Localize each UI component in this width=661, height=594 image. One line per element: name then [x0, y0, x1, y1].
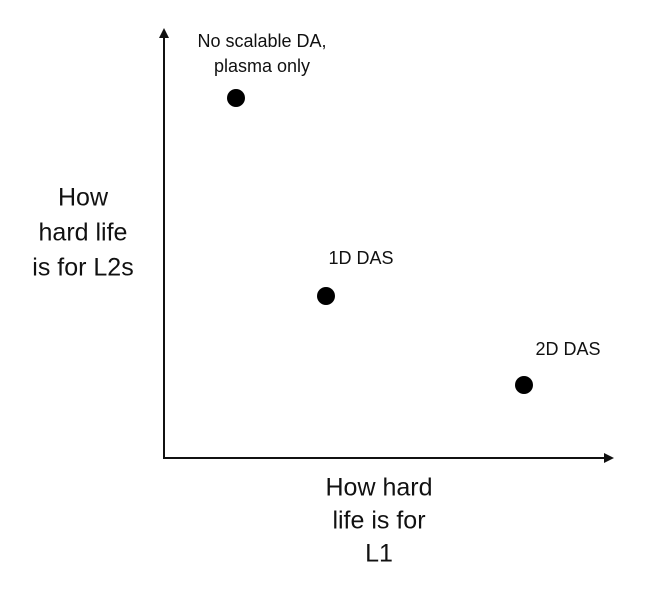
y-axis-label: How	[58, 184, 109, 212]
x-axis-label: life is for	[332, 507, 425, 535]
x-axis-label: How hard	[326, 474, 433, 502]
x-axis-label: L1	[365, 540, 393, 568]
y-axis-label: is for L2s	[32, 254, 133, 282]
point	[317, 287, 335, 305]
y-axis-label: hard life	[39, 219, 128, 247]
point-label: plasma only	[214, 56, 310, 76]
point-label: No scalable DA,	[197, 31, 326, 51]
point-label: 2D DAS	[535, 339, 600, 359]
point-label: 1D DAS	[328, 248, 393, 268]
point	[227, 89, 245, 107]
point	[515, 376, 533, 394]
